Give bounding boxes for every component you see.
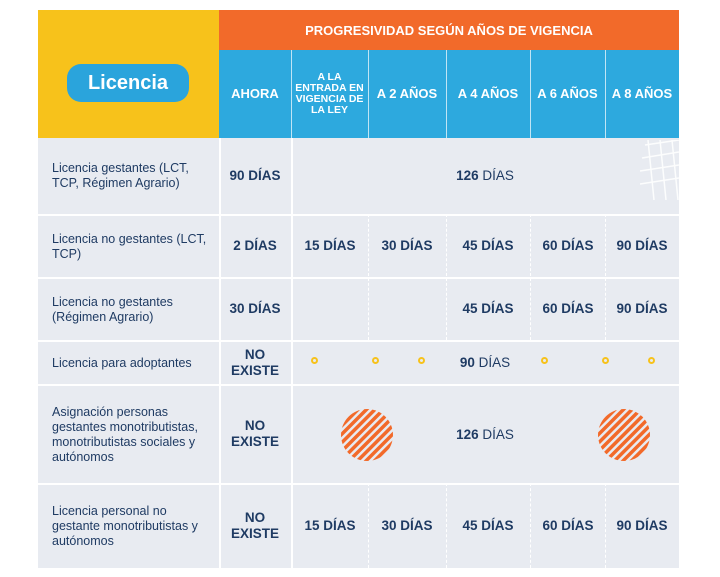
col-head-4-anos: A 4 AÑOS: [457, 86, 519, 101]
row2-6anos-value: 60 DÍAS: [542, 238, 594, 253]
row6-entrada-value: 15 DÍAS: [304, 518, 356, 533]
row1-ahora-value: 90 DÍAS: [229, 168, 281, 183]
row2-4anos-value: 45 DÍAS: [462, 238, 514, 253]
row5-ahora-value: NO EXISTE: [230, 418, 279, 449]
row4-span-value: 90 DÍAS: [459, 355, 511, 370]
row6-ahora-value: NO EXISTE: [230, 510, 279, 541]
licencia-badge-text: Licencia: [87, 71, 169, 94]
row6-2anos-value: 30 DÍAS: [381, 518, 433, 533]
row3-8anos-value: 90 DÍAS: [616, 301, 668, 316]
row2-8anos-value: 90 DÍAS: [616, 238, 668, 253]
decor-dot-icon: [311, 357, 318, 364]
row6-4anos-value: 45 DÍAS: [462, 518, 514, 533]
col-head-ahora: AHORA: [231, 86, 279, 101]
grid-decoration-icon: [640, 140, 679, 200]
row6-6anos-value: 60 DÍAS: [542, 518, 594, 533]
row-label-no-gestantes-agrario: Licencia no gestantes (Régimen Agrario): [52, 294, 173, 324]
row1-span-value: 126 DÍAS: [456, 168, 514, 183]
col-head-6-anos: A 6 AÑOS: [537, 86, 598, 101]
decor-dot-icon: [541, 357, 548, 364]
row3-ahora-value: 30 DÍAS: [229, 301, 281, 316]
decor-dot-icon: [372, 357, 379, 364]
column-header-bar: [219, 50, 679, 138]
striped-circle-icon: [598, 409, 650, 461]
progression-group-title: PROGRESIVIDAD SEGÚN AÑOS DE VIGENCIA: [305, 22, 593, 38]
decor-dot-icon: [418, 357, 425, 364]
decor-dot-icon: [602, 357, 609, 364]
licencia-badge: Licencia: [67, 64, 189, 102]
progression-group-header: PROGRESIVIDAD SEGÚN AÑOS DE VIGENCIA: [219, 10, 679, 50]
col-head-8-anos: A 8 AÑOS: [611, 86, 673, 101]
row-label-personal-no-gestante: Licencia personal no gestante monotribut…: [52, 504, 198, 548]
col-head-2-anos: A 2 AÑOS: [376, 86, 438, 101]
row3-4anos-value: 45 DÍAS: [462, 301, 514, 316]
row2-ahora-value: 2 DÍAS: [233, 238, 277, 253]
row5-span-value: 126 DÍAS: [456, 426, 514, 442]
row2-2anos-value: 30 DÍAS: [381, 238, 433, 253]
table-body: [38, 138, 679, 568]
col-head-entrada: A LA ENTRADA EN VIGENCIA DE LA LEY: [295, 71, 364, 116]
decor-dot-icon: [648, 357, 655, 364]
row-label-asignacion: Asignación personas gestantes monotribut…: [52, 404, 198, 464]
row2-entrada-value: 15 DÍAS: [304, 238, 356, 253]
row6-8anos-value: 90 DÍAS: [616, 518, 668, 533]
row4-ahora-value: NO EXISTE: [230, 347, 279, 378]
row-label-gestantes: Licencia gestantes (LCT, TCP, Régimen Ag…: [52, 161, 189, 190]
row-label-no-gestantes-lct: Licencia no gestantes (LCT, TCP): [52, 231, 207, 261]
row3-6anos-value: 60 DÍAS: [542, 301, 594, 316]
striped-circle-icon: [341, 409, 393, 461]
row-label-adoptantes: Licencia para adoptantes: [52, 355, 192, 370]
